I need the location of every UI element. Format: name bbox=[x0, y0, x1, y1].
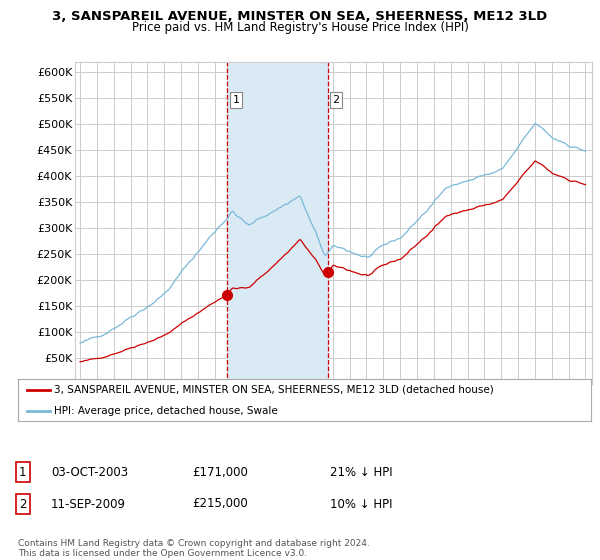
Text: 3, SANSPAREIL AVENUE, MINSTER ON SEA, SHEERNESS, ME12 3LD: 3, SANSPAREIL AVENUE, MINSTER ON SEA, SH… bbox=[52, 10, 548, 23]
Text: £171,000: £171,000 bbox=[192, 465, 248, 479]
Text: HPI: Average price, detached house, Swale: HPI: Average price, detached house, Swal… bbox=[53, 405, 277, 416]
Text: 2: 2 bbox=[332, 95, 340, 105]
Text: 1: 1 bbox=[19, 465, 26, 479]
Text: 1: 1 bbox=[233, 95, 239, 105]
Text: 11-SEP-2009: 11-SEP-2009 bbox=[51, 497, 126, 511]
Bar bbox=[227, 62, 328, 384]
Text: Price paid vs. HM Land Registry's House Price Index (HPI): Price paid vs. HM Land Registry's House … bbox=[131, 21, 469, 34]
Text: 10% ↓ HPI: 10% ↓ HPI bbox=[330, 497, 392, 511]
Text: 21% ↓ HPI: 21% ↓ HPI bbox=[330, 465, 392, 479]
Text: Contains HM Land Registry data © Crown copyright and database right 2024.
This d: Contains HM Land Registry data © Crown c… bbox=[18, 539, 370, 558]
Text: 03-OCT-2003: 03-OCT-2003 bbox=[51, 465, 128, 479]
Text: £215,000: £215,000 bbox=[192, 497, 248, 511]
Text: 3, SANSPAREIL AVENUE, MINSTER ON SEA, SHEERNESS, ME12 3LD (detached house): 3, SANSPAREIL AVENUE, MINSTER ON SEA, SH… bbox=[53, 385, 493, 395]
Text: 2: 2 bbox=[19, 497, 26, 511]
